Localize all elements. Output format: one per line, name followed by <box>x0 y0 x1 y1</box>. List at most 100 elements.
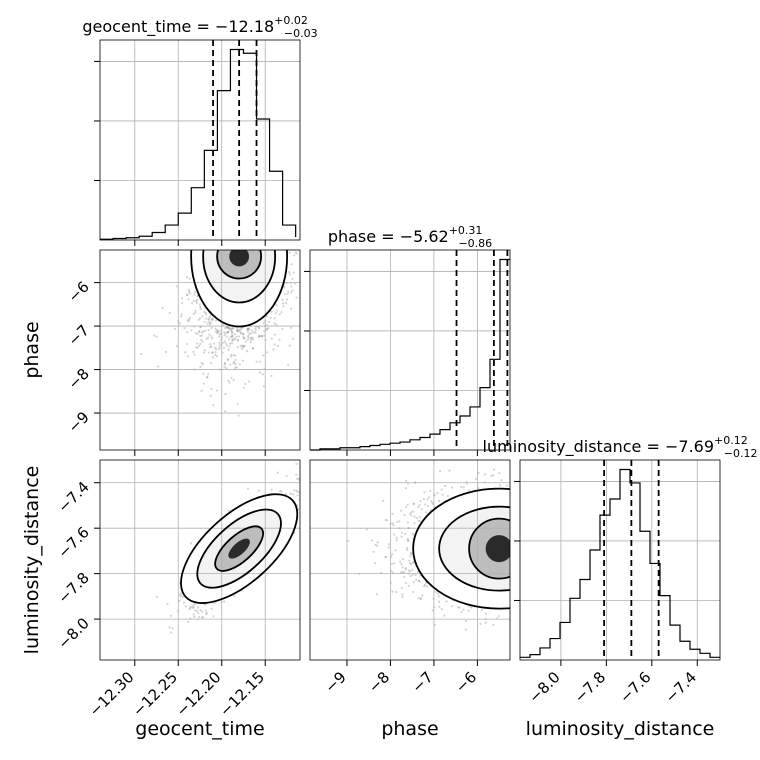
scatter-point <box>246 327 249 330</box>
scatter-point <box>302 236 304 238</box>
scatter-point <box>392 533 396 536</box>
scatter-point <box>232 327 235 330</box>
scatter-point <box>418 504 421 507</box>
scatter-point <box>392 523 395 527</box>
scatter-point <box>181 595 184 598</box>
scatter-point <box>188 316 192 319</box>
scatter-point <box>462 608 465 611</box>
scatter-point <box>184 351 187 354</box>
scatter-point <box>438 605 441 608</box>
scatter-point <box>186 293 189 296</box>
scatter-point <box>241 359 244 362</box>
scatter-point <box>257 335 260 339</box>
scatter-point <box>484 612 488 615</box>
scatter-point <box>295 462 298 465</box>
scatter-point <box>231 326 234 330</box>
scatter-point <box>243 344 246 348</box>
scatter-point <box>211 351 214 354</box>
scatter-point <box>225 344 229 347</box>
scatter-point <box>444 484 447 488</box>
scatter-point <box>192 350 195 353</box>
scatter-point <box>202 372 205 375</box>
scatter-point <box>436 491 439 495</box>
contour-level-1 <box>190 250 289 328</box>
scatter-point <box>391 590 394 593</box>
scatter-point <box>194 309 197 312</box>
scatter-point <box>233 360 236 363</box>
panel-frame <box>519 459 721 661</box>
scatter-point <box>212 615 215 618</box>
scatter-point <box>196 295 199 298</box>
scatter-point <box>376 541 379 544</box>
scatter-point <box>257 327 261 330</box>
scatter-point <box>199 338 203 341</box>
scatter-point <box>426 505 430 508</box>
scatter-point <box>281 247 283 249</box>
scatter-point <box>293 241 295 243</box>
scatter-point <box>258 244 260 246</box>
scatter-point <box>224 327 227 330</box>
scatter-point <box>391 522 394 525</box>
scatter-point <box>288 271 291 274</box>
scatter-point <box>171 627 174 630</box>
scatter-point <box>390 562 394 565</box>
scatter-point <box>394 549 397 552</box>
scatter-point <box>474 477 478 480</box>
scatter-point <box>301 492 303 494</box>
scatter-point <box>437 595 440 598</box>
scatter-point <box>251 347 255 350</box>
contour-level-3 <box>214 525 264 572</box>
scatter-point <box>216 332 219 335</box>
scatter-point <box>227 348 230 351</box>
xlabel-luminosity-distance: luminosity_distance <box>526 718 715 740</box>
scatter-point <box>232 362 235 365</box>
scatter-point <box>244 340 248 343</box>
scatter-point <box>215 389 219 392</box>
scatter-point <box>241 344 244 347</box>
scatter-point <box>424 503 427 506</box>
scatter-point <box>186 319 189 322</box>
scatter-point <box>430 499 433 503</box>
scatter-point <box>226 331 230 334</box>
frame-layer <box>99 39 721 661</box>
contour-panel <box>412 487 510 610</box>
scatter-point <box>214 346 217 349</box>
scatter-point <box>226 330 229 333</box>
scatter-point <box>305 251 307 253</box>
scatter-point <box>249 248 251 250</box>
scatter-point <box>417 519 420 522</box>
scatter-point <box>247 327 250 330</box>
contour-panel <box>190 250 289 328</box>
scatter-point <box>398 520 401 523</box>
x-tick-label: −7 <box>408 668 436 696</box>
contour-level-1 <box>180 493 299 604</box>
scatter-point <box>189 292 192 295</box>
scatter-point <box>253 246 255 248</box>
scatter-point <box>294 251 297 254</box>
scatter-point <box>258 371 262 374</box>
scatter-point <box>186 355 190 358</box>
scatter-point <box>268 243 270 245</box>
scatter-point <box>263 330 266 333</box>
scatter-point <box>306 488 308 490</box>
scatter-point <box>189 542 193 545</box>
scatter-point <box>205 376 209 379</box>
scatter-point <box>246 487 250 490</box>
scatter-point <box>384 518 387 522</box>
scatter-point <box>234 337 237 340</box>
scatter-point <box>246 338 250 341</box>
scatter-point <box>205 317 208 320</box>
scatter-point <box>283 286 286 289</box>
scatter-point <box>214 327 217 330</box>
scatter-point <box>258 242 260 244</box>
scatter-point <box>257 489 261 492</box>
scatter-point <box>187 320 190 323</box>
scatter-point <box>193 293 196 296</box>
scatter-point <box>188 277 191 280</box>
scatter-point <box>247 336 250 339</box>
scatter-point <box>288 251 291 254</box>
scatter-point <box>285 298 289 301</box>
scatter-point <box>237 414 240 417</box>
scatter-point <box>226 358 229 361</box>
